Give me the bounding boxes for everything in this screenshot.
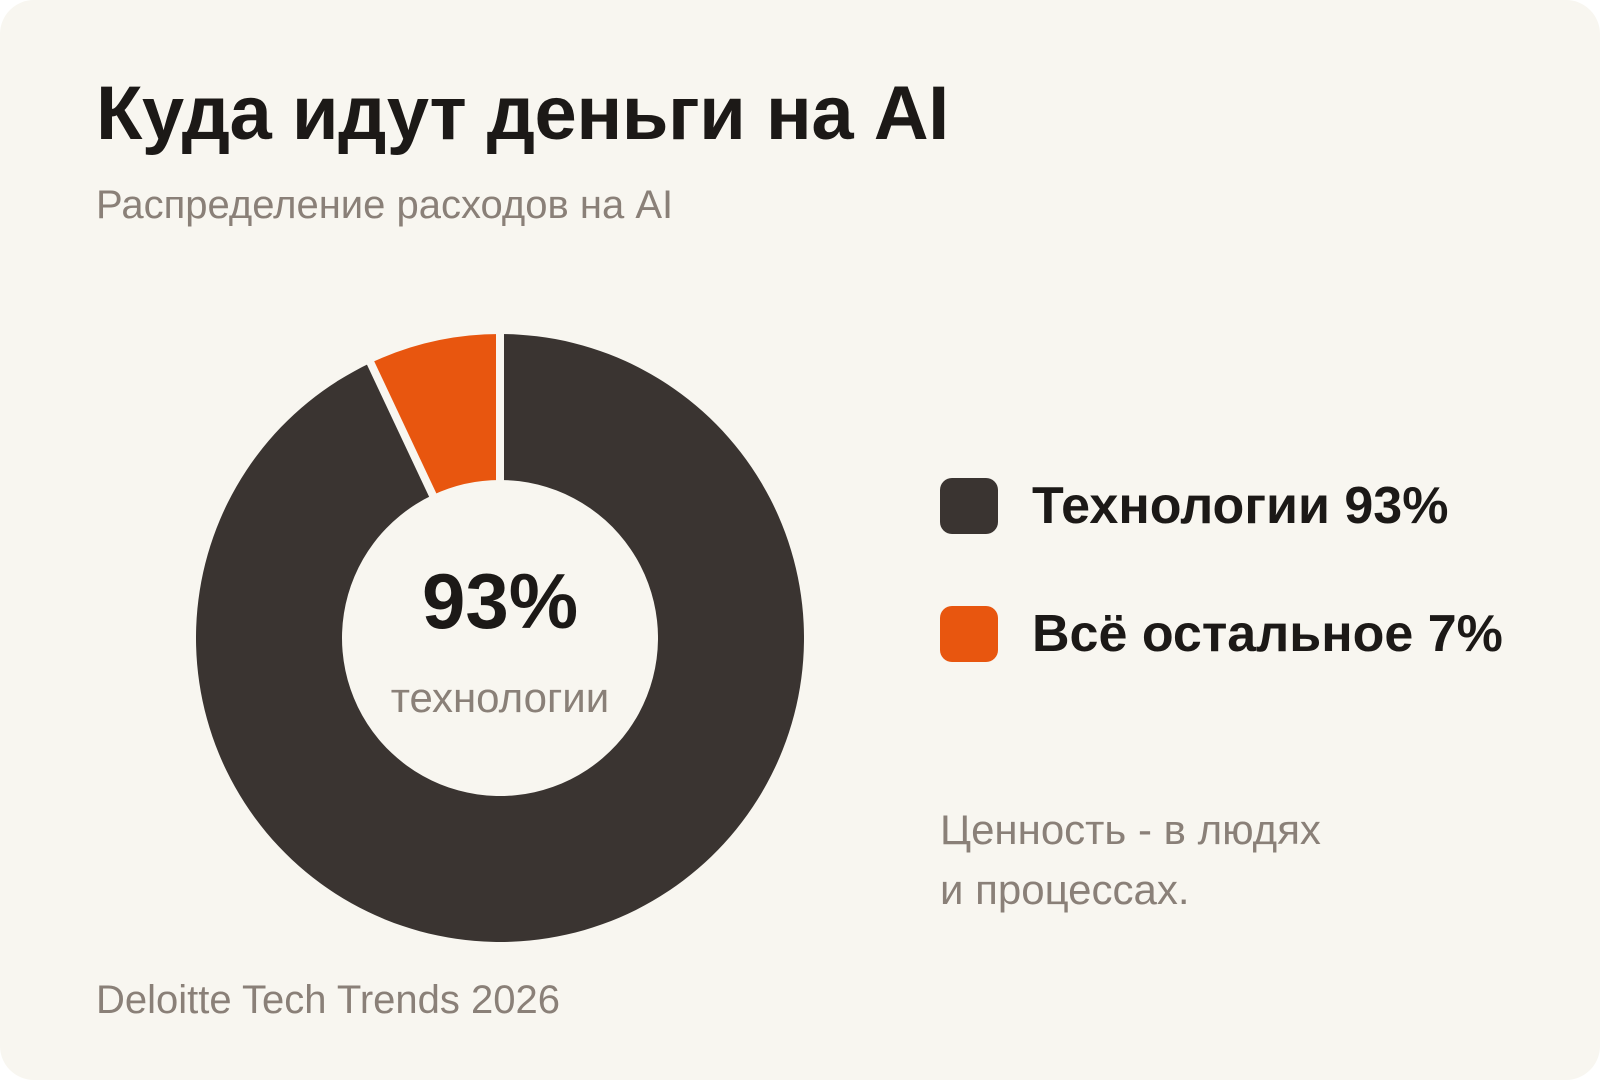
center-label: технологии (391, 674, 609, 721)
source-credit: Deloitte Tech Trends 2026 (96, 978, 561, 1022)
legend-label-other: Всё остальное 7% (1032, 605, 1503, 663)
note-text: Ценность - в людях и процессах. (940, 800, 1321, 920)
note-line: и процессах. (940, 866, 1190, 913)
chart-subtitle: Распределение расходов на AI (96, 183, 674, 227)
center-value: 93% (422, 557, 578, 645)
donut-slices (196, 330, 805, 942)
legend-swatch-technology (940, 478, 998, 534)
legend-swatch-other (940, 606, 998, 662)
chart-title: Куда идут деньги на AI (96, 71, 949, 156)
note-line: Ценность - в людях (940, 806, 1321, 853)
legend-item-technology: Технологии 93% (940, 476, 1580, 536)
legend-label-technology: Технологии 93% (1032, 477, 1449, 535)
legend-item-other: Всё остальное 7% (940, 604, 1580, 664)
slice-other (370, 334, 500, 496)
slice-separator (365, 357, 439, 501)
slice-technology (196, 333, 805, 942)
